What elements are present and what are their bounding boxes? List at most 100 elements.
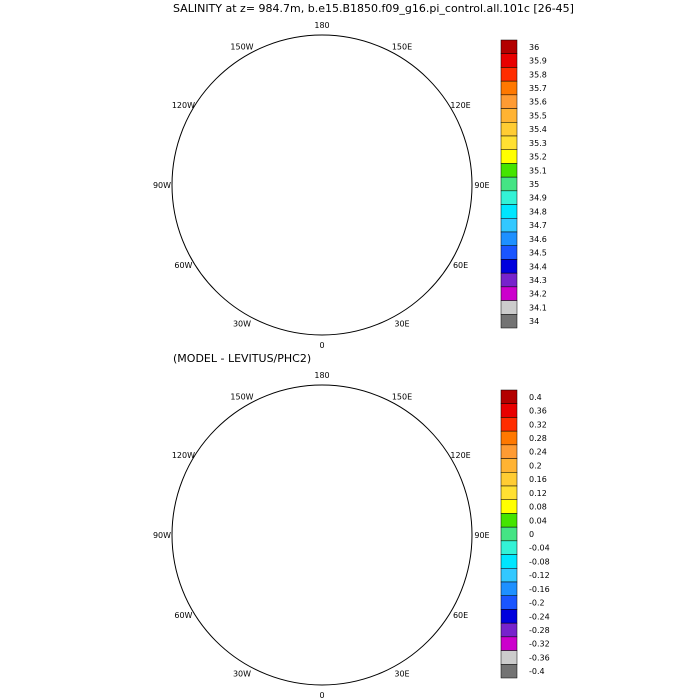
colorbar-label: -0.24: [529, 612, 550, 621]
colorbar-label: -0.32: [529, 640, 550, 649]
colorbar-swatch: [500, 94, 518, 109]
colorbar-label: -0.2: [529, 599, 545, 608]
colorbar-swatch: [500, 108, 518, 123]
colorbar-swatch: [500, 485, 518, 500]
field-main: [260, 100, 374, 317]
colorbar-label: 36: [529, 43, 539, 52]
colorbar-swatch: [500, 540, 518, 555]
longitude-label: 30W: [233, 320, 251, 329]
coastline: [232, 285, 272, 320]
colorbar-label: 0.12: [529, 489, 547, 498]
colorbar-label: -0.16: [529, 585, 550, 594]
coastline: [192, 555, 227, 605]
meridian-line: [192, 535, 322, 610]
colorbar-label: 0.28: [529, 434, 547, 443]
colorbar-label: 35: [529, 180, 539, 189]
meridian-line: [192, 460, 322, 535]
colorbar-swatch: [500, 163, 518, 178]
colorbar-label: 34.7: [529, 221, 547, 230]
latitude-circle: [267, 480, 378, 591]
coastline: [192, 130, 252, 195]
map-border: [171, 384, 473, 686]
coastline: [302, 55, 352, 85]
colorbar-swatch: [500, 430, 518, 446]
longitude-label: 150W: [230, 392, 253, 401]
meridian-line: [322, 55, 397, 185]
colorbar-swatch: [500, 245, 518, 260]
colorbar-label: 34.9: [529, 194, 547, 203]
longitude-label: 90E: [474, 181, 489, 190]
meridian-line: [322, 535, 452, 610]
meridian-line: [192, 185, 322, 260]
longitude-label: 120E: [450, 101, 470, 110]
coastline: [302, 405, 352, 435]
colorbar-swatch: [500, 389, 518, 404]
colorbar-label: 35.8: [529, 70, 547, 79]
colorbar-label: 34.5: [529, 249, 547, 258]
field-patch: [327, 33, 337, 40]
longitude-label: 150W: [230, 42, 253, 51]
colorbar-swatch: [500, 622, 518, 638]
field-patch: [252, 657, 297, 683]
field-small: [230, 207, 247, 239]
coastline: [192, 205, 227, 255]
coastline: [352, 280, 392, 320]
colorbar-swatch: [500, 176, 518, 192]
colorbar-label: 34.2: [529, 290, 547, 299]
field-patch: [227, 291, 272, 315]
longitude-label: 30W: [233, 670, 251, 679]
longitude-label: 60E: [453, 261, 468, 270]
colorbar-label: 34.6: [529, 235, 547, 244]
colorbar-swatch: [500, 664, 518, 679]
longitude-label: 60W: [174, 261, 192, 270]
coastline: [382, 445, 432, 495]
longitude-label: 0: [319, 691, 324, 700]
field-patch: [344, 543, 354, 567]
colorbar-label: 35.4: [529, 125, 547, 134]
meridian-line: [247, 535, 322, 665]
coastline: [384, 555, 422, 605]
colorbar-swatch: [500, 609, 518, 624]
colorbar-label: 35.5: [529, 111, 547, 120]
coastline: [382, 95, 432, 145]
map-title-difference: (MODEL - LEVITUS/PHC2): [173, 352, 312, 365]
longitude-label: 120W: [172, 101, 195, 110]
meridian-line: [322, 535, 397, 665]
longitude-label: 150E: [392, 42, 412, 51]
colorbar-label: 35.7: [529, 84, 547, 93]
colorbar-label: 0.08: [529, 503, 547, 512]
longitude-label: 180: [314, 21, 329, 30]
meridian-line: [247, 405, 322, 535]
colorbar-label: 34: [529, 317, 539, 326]
colorbar-label: -0.4: [529, 667, 545, 676]
meridian-line: [247, 185, 322, 315]
colorbar-swatch: [500, 314, 518, 329]
colorbar-label: 0.4: [529, 393, 542, 402]
map-panel-bottom: 180 150E 120E 90E 60E 30E 0 30W 60W 90W 120W 150W 0.…: [153, 371, 550, 700]
longitude-label: 90E: [474, 531, 489, 540]
colorbar-label: 34.3: [529, 276, 547, 285]
colorbar-swatch: [500, 403, 518, 418]
colorbar-label: -0.36: [529, 653, 550, 662]
colorbar-label: -0.28: [529, 626, 550, 635]
longitude-label: 90W: [153, 181, 171, 190]
colorbar-label: 35.3: [529, 139, 547, 148]
colorbar-swatch: [500, 581, 518, 596]
latitude-circle: [267, 130, 378, 241]
colorbar-swatch: [500, 554, 518, 569]
latitude-circle: [214, 427, 430, 643]
colorbar-label: 0.2: [529, 461, 542, 470]
field-patch: [197, 255, 212, 277]
colorbar-swatch: [500, 53, 518, 68]
colorbar-swatch: [500, 458, 518, 473]
meridian-line: [322, 185, 397, 315]
coastline: [352, 630, 392, 670]
colorbar-label: 35.6: [529, 98, 547, 107]
colorbar-swatch: [500, 650, 518, 665]
colorbar-swatch: [500, 231, 518, 246]
longitude-label: 30E: [394, 320, 409, 329]
longitude-label: 90W: [153, 531, 171, 540]
longitude-label: 120W: [172, 451, 195, 460]
colorbar-swatch: [500, 286, 518, 301]
